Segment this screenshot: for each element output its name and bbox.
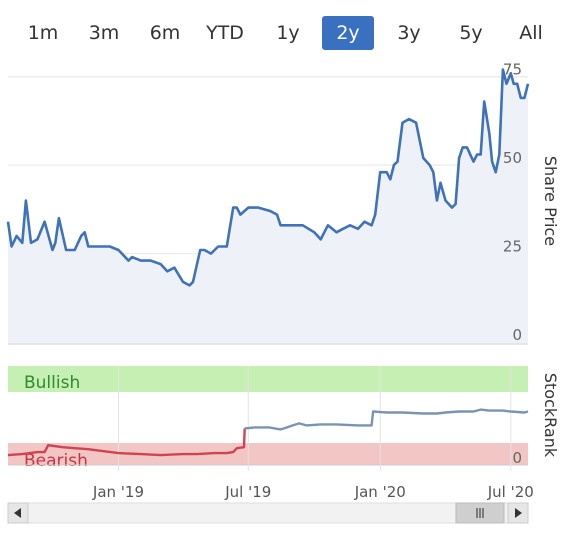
range-button-ytd[interactable]: YTD [206,22,244,44]
grip-icon [476,508,484,518]
rank-y-tick-label: 0 [512,449,522,467]
arrow-left-icon [14,508,21,518]
range-button-3y[interactable]: 3y [397,22,421,44]
price-y-tick-label: 75 [503,61,522,79]
stockrank-line-segment [7,428,246,457]
range-button-all[interactable]: All [519,22,543,44]
price-y-ticks: 0 25 50 75 [503,61,522,344]
rank-y-ticks: 0 [512,449,522,467]
price-y-tick-label: 25 [503,238,522,256]
range-selector: 1m 3m 6m YTD 1y 2y 3y 5y All [0,14,570,54]
price-line [6,68,530,287]
scrollbar-track[interactable] [7,502,529,524]
x-tick-label: Jan '20 [354,483,406,501]
rank-axis-title: StockRank [541,373,560,458]
price-axis-title: Share Price [541,156,560,246]
range-button-5y[interactable]: 5y [459,22,483,44]
range-button-3m[interactable]: 3m [88,22,120,44]
range-button-1m[interactable]: 1m [27,22,59,44]
bullish-band [8,366,528,392]
x-tick-label: Jan '19 [92,483,144,501]
stockrank-lines [7,408,529,457]
stockrank-line-segment [244,408,529,431]
x-tick-label: Jul '19 [224,483,271,501]
range-button-2y[interactable]: 2y [322,16,374,50]
bearish-label: Bearish [24,451,88,471]
range-button-1y[interactable]: 1y [276,22,300,44]
price-y-tick-label: 50 [503,149,522,167]
bullish-label: Bullish [24,373,80,393]
range-button-6m[interactable]: 6m [149,22,181,44]
bearish-band [8,443,528,465]
price-y-tick-label: 0 [512,326,522,344]
x-axis-ticks: Jan '19 Jul '19 Jan '20 Jul '20 [92,483,534,501]
x-tick-label: Jul '20 [487,483,534,501]
price-area [8,69,528,342]
arrow-right-icon [515,508,522,518]
